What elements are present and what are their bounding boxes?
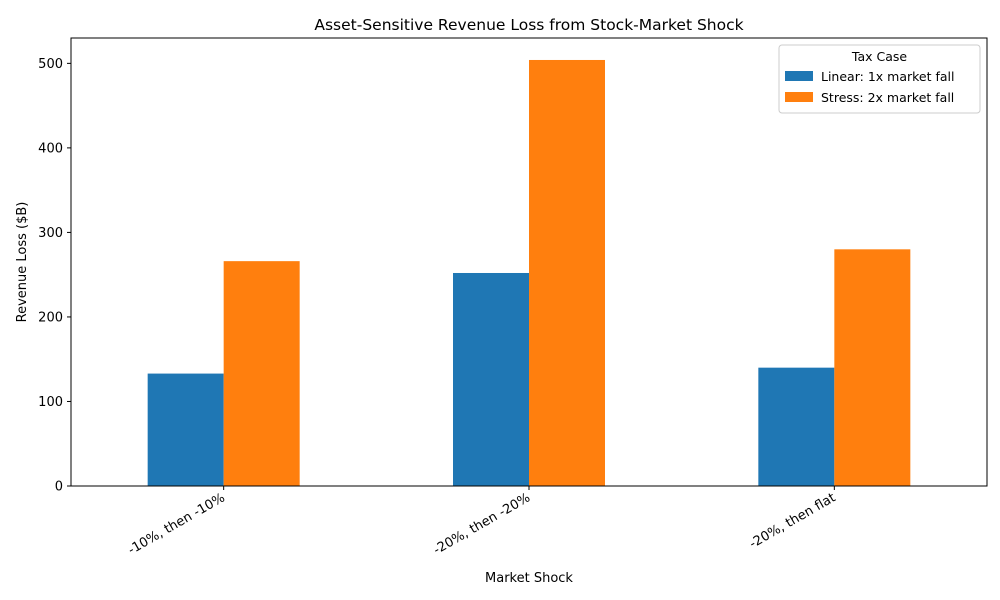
legend: Tax Case Linear: 1x market fall Stress: 2x… <box>778 44 981 114</box>
x-axis: -10%, then -10% -20%, then -20% -20%, then… <box>126 486 838 558</box>
legend-entry-label: Stress: 2x market fall <box>821 90 954 105</box>
bar <box>529 59 605 487</box>
y-axis-label: Revenue Loss ($B) <box>15 202 30 323</box>
x-tick-label: -10%, then -10% <box>126 490 228 558</box>
y-tick-label: 500 <box>38 57 63 72</box>
legend-frame <box>778 44 981 114</box>
y-tick-label: 400 <box>38 141 63 156</box>
x-tick-label: -20%, then flat <box>747 490 838 551</box>
y-tick-label: 0 <box>55 480 63 495</box>
plot-frame <box>70 37 988 487</box>
bar <box>147 373 224 486</box>
bar <box>453 272 529 486</box>
x-tick-label: -20%, then -20% <box>431 490 533 558</box>
y-tick-label: 200 <box>38 310 63 325</box>
bar <box>223 261 300 486</box>
y-axis: 0 100 200 300 400 500 <box>38 57 71 495</box>
legend-title: Tax Case <box>851 49 907 64</box>
legend-swatch <box>785 92 813 102</box>
legend-entry-label: Linear: 1x market fall <box>821 69 954 84</box>
legend-swatch <box>785 71 813 81</box>
chart-title: Asset-Sensitive Revenue Loss from Stock-… <box>314 16 743 34</box>
y-tick-label: 300 <box>38 226 63 241</box>
bar <box>834 249 911 486</box>
x-axis-label: Market Shock <box>485 571 573 586</box>
y-tick-label: 100 <box>38 395 63 410</box>
bar <box>758 367 835 486</box>
bars-group <box>147 59 911 487</box>
